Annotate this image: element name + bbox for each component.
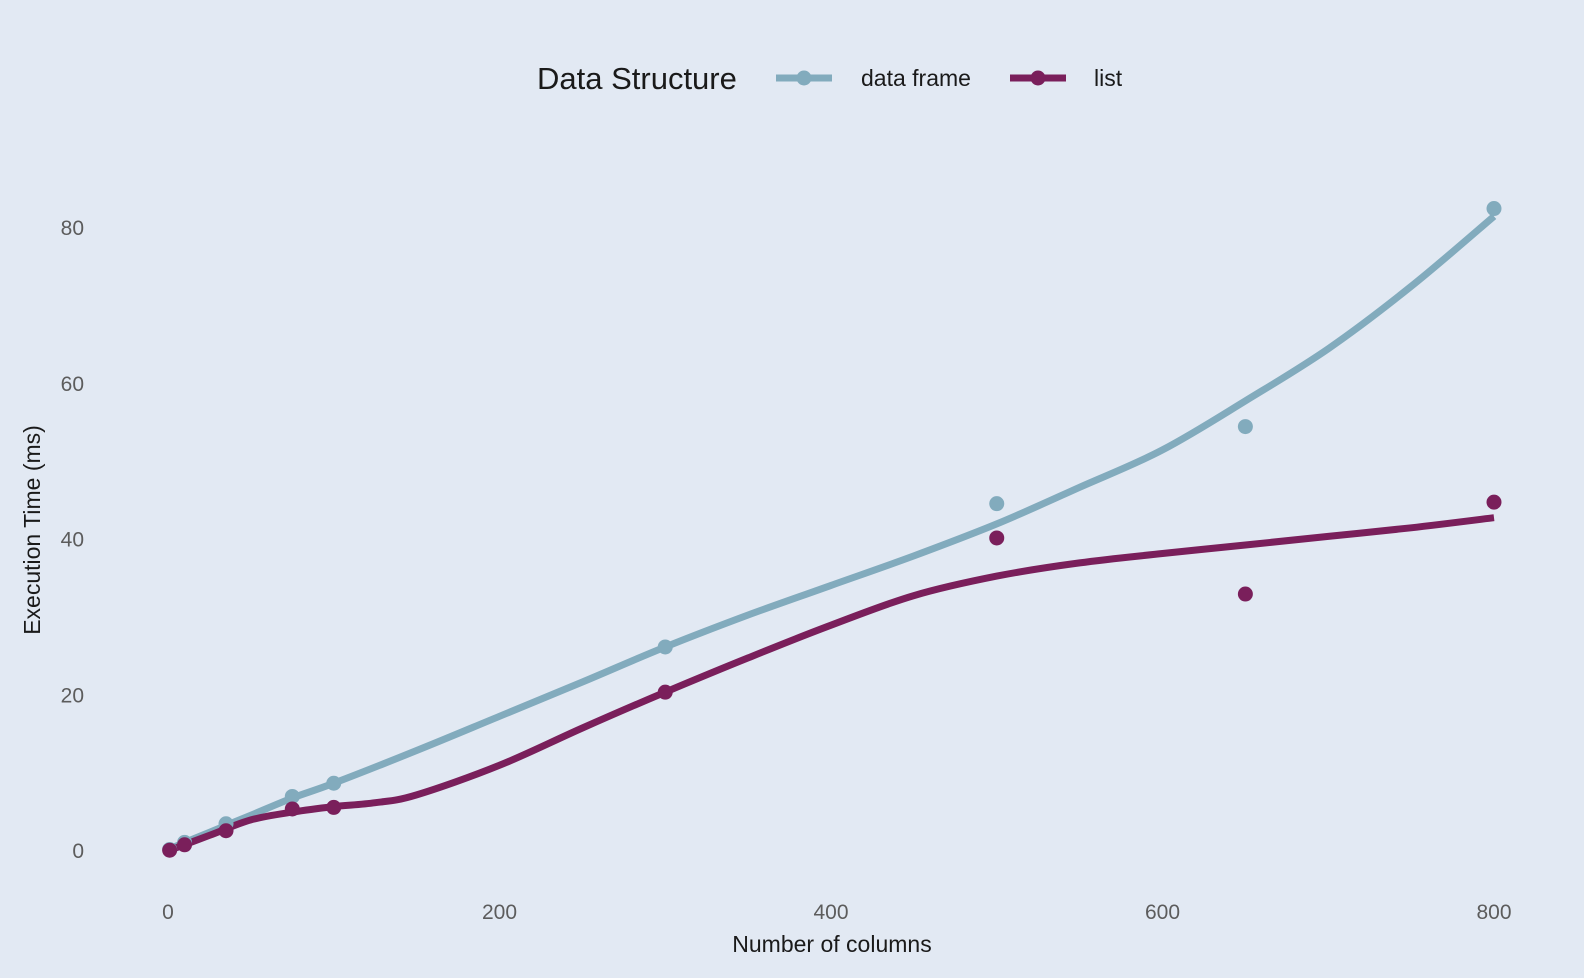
point-data-frame [1237, 419, 1253, 435]
point-list [657, 684, 673, 700]
point-data-frame [989, 496, 1005, 512]
y-axis-title: Execution Time (ms) [19, 425, 45, 635]
legend: Data Structure data frame list [537, 61, 1123, 96]
point-list [284, 801, 300, 817]
point-list [177, 837, 193, 853]
x-axis-ticks: 0 200 400 600 800 [162, 901, 1511, 924]
point-list [989, 530, 1005, 546]
y-tick-label: 20 [61, 684, 84, 707]
y-tick-label: 40 [61, 529, 84, 552]
point-data-frame [284, 788, 300, 804]
y-tick-label: 80 [61, 217, 84, 240]
legend-label-list: list [1094, 65, 1123, 91]
point-data-frame [1486, 201, 1502, 217]
point-list [1486, 494, 1502, 510]
x-tick-label: 800 [1476, 901, 1511, 924]
legend-title: Data Structure [537, 61, 737, 96]
x-tick-label: 200 [482, 901, 517, 924]
y-tick-label: 60 [61, 373, 84, 396]
point-list [326, 799, 342, 815]
x-tick-label: 0 [162, 901, 174, 924]
legend-key-dot-data-frame [796, 70, 812, 86]
y-tick-label: 0 [72, 840, 84, 863]
data-points [162, 201, 1502, 858]
x-axis-title: Number of columns [732, 931, 931, 957]
trend-line-list [168, 514, 1495, 854]
legend-label-data-frame: data frame [861, 65, 971, 91]
trend-lines [168, 213, 1497, 854]
x-tick-label: 400 [813, 901, 848, 924]
trend-line-data-frame [168, 213, 1497, 852]
x-tick-label: 600 [1145, 901, 1180, 924]
point-list [1237, 586, 1253, 602]
point-data-frame [326, 775, 342, 791]
point-data-frame [657, 639, 673, 655]
point-list [162, 842, 178, 858]
y-axis-ticks: 0 20 40 60 80 [61, 217, 84, 863]
point-list [218, 823, 234, 839]
legend-key-dot-list [1030, 70, 1046, 86]
